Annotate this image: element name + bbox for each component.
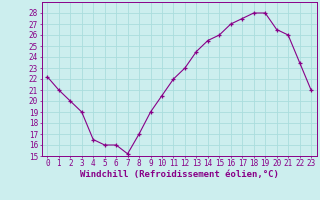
- X-axis label: Windchill (Refroidissement éolien,°C): Windchill (Refroidissement éolien,°C): [80, 170, 279, 179]
